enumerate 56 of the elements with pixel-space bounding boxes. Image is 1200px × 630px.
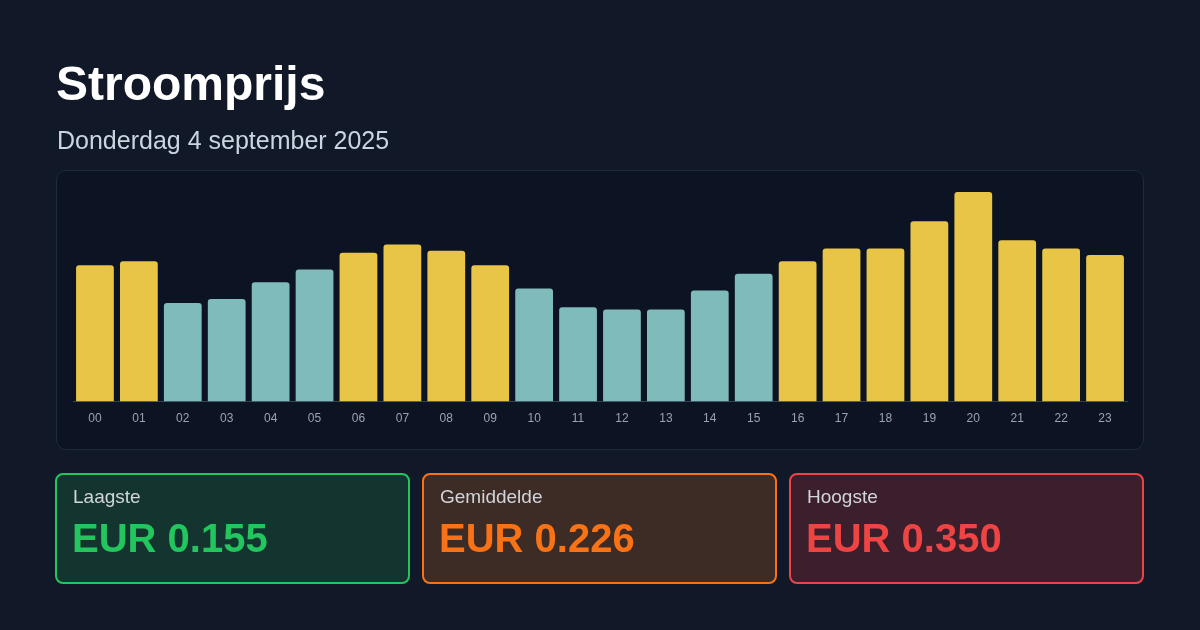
x-tick-label: 01 (132, 411, 146, 426)
bar (734, 273, 773, 402)
x-tick-label: 05 (307, 411, 322, 426)
text: EUR 0.350 (806, 515, 1002, 561)
x-tick-label: 06 (351, 411, 366, 426)
bar (295, 269, 334, 402)
x-tick-label: 00 (88, 411, 102, 426)
bar (207, 298, 246, 402)
bar (1086, 254, 1124, 402)
x-tick-label: 07 (395, 411, 410, 426)
bar (822, 248, 861, 402)
bar (515, 288, 554, 402)
bar (646, 309, 685, 402)
x-tick-label: 14 (703, 411, 717, 426)
x-tick-label: 10 (527, 411, 542, 426)
text: EUR 0.155 (72, 515, 268, 561)
bar (866, 248, 905, 402)
x-tick-label: 09 (483, 411, 498, 426)
bar (559, 307, 597, 402)
x-tick-label: 04 (263, 411, 278, 426)
x-tick-label: 23 (1098, 411, 1113, 426)
bar (778, 261, 817, 402)
bar (690, 290, 729, 402)
chart-subtitle: Donderdag 4 september 2025 (57, 125, 390, 156)
x-tick-label: 11 (571, 411, 585, 426)
bar (76, 265, 114, 402)
chart-title: Stroomprijs (56, 56, 326, 112)
x-tick-label: 21 (1010, 411, 1025, 426)
bar (1042, 248, 1081, 402)
x-tick-label: 20 (966, 411, 981, 426)
bar (251, 282, 290, 402)
x-tick-label: 03 (220, 411, 234, 426)
bar (427, 250, 466, 402)
bar (998, 240, 1037, 402)
bar (383, 244, 422, 402)
x-tick-label: 15 (747, 411, 761, 426)
x-tick-label: 12 (615, 411, 629, 426)
x-tick-label: 16 (790, 411, 805, 426)
x-tick-label: 17 (834, 411, 849, 426)
x-tick-label: 19 (922, 411, 937, 426)
text: Gemiddelde (440, 486, 543, 508)
x-tick-label: 18 (878, 411, 893, 426)
bar (910, 221, 949, 402)
bar (339, 252, 378, 402)
bar (954, 192, 993, 402)
text: EUR 0.226 (439, 515, 635, 561)
x-tick-label: 22 (1054, 411, 1069, 426)
bar (603, 309, 641, 402)
x-tick-label: 13 (659, 411, 673, 426)
bar (471, 265, 510, 402)
x-tick-label: 02 (176, 411, 190, 426)
text: Hoogste (807, 486, 878, 508)
x-tick-label: 08 (439, 411, 454, 426)
text: Laagste (73, 486, 141, 508)
bar (163, 303, 202, 402)
bar (119, 261, 158, 402)
